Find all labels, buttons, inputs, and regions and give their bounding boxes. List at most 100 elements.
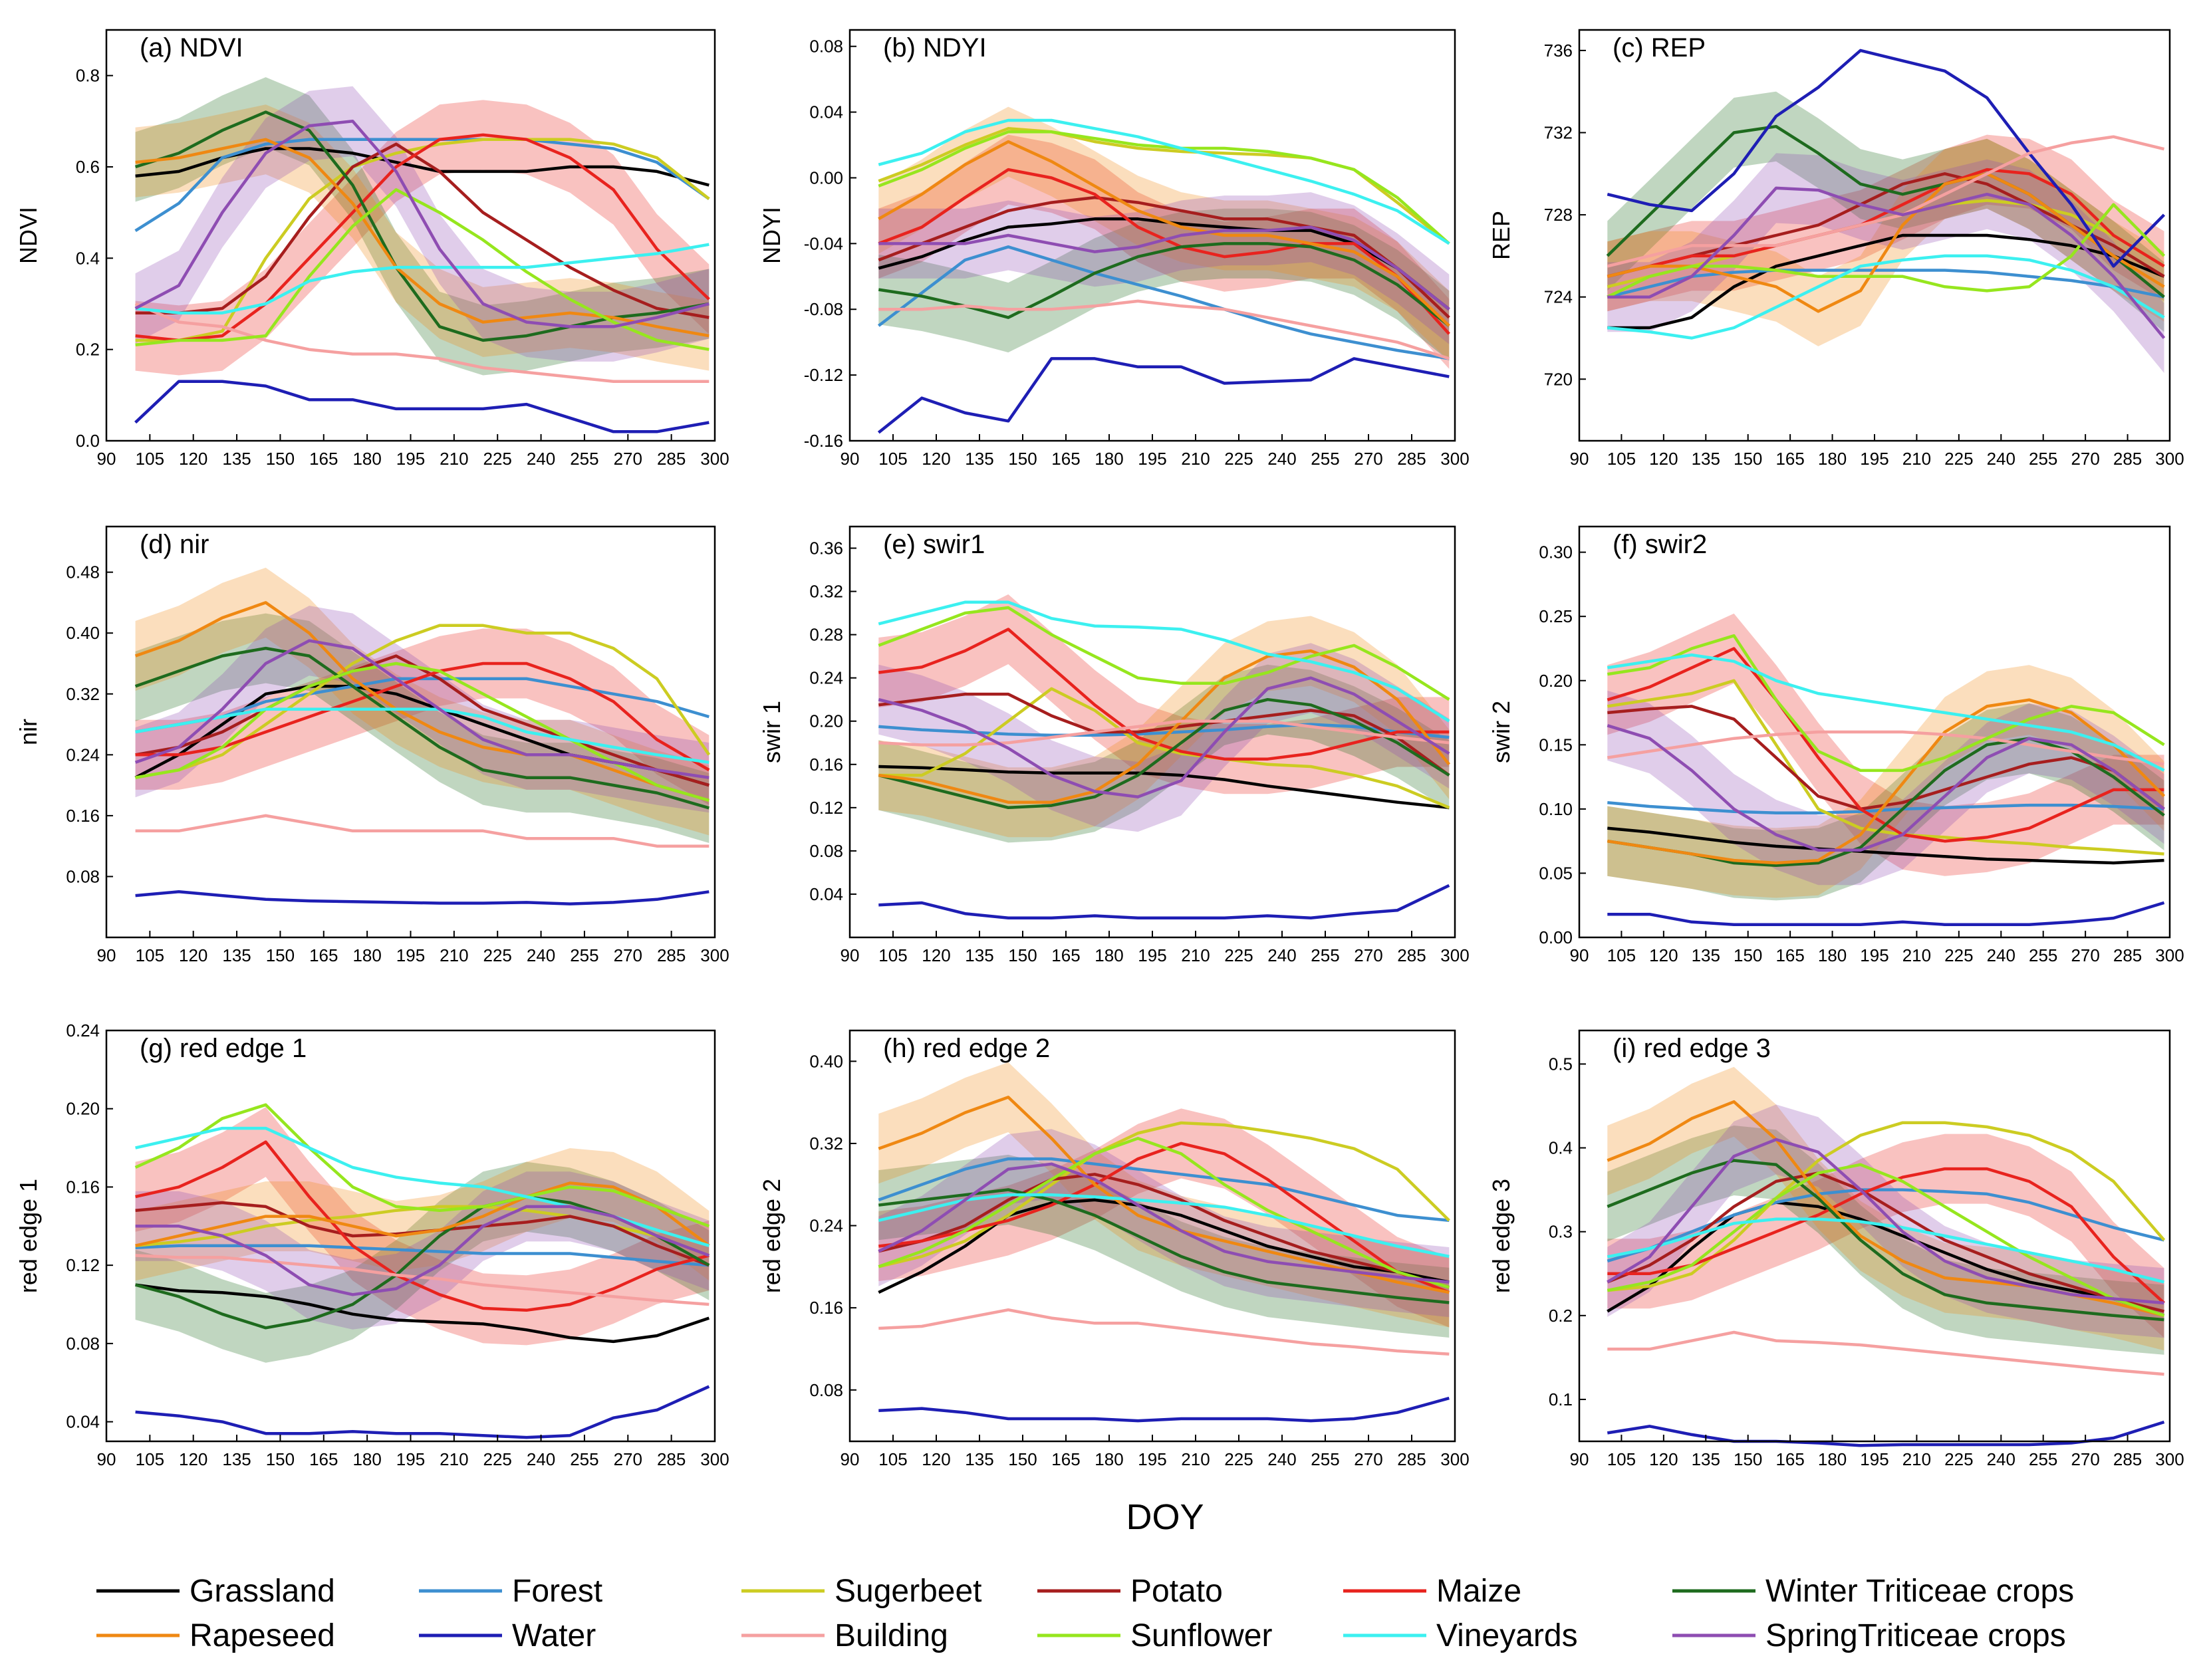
x-tick-label: 150 xyxy=(1734,945,1762,965)
series-line-springtriticeae-crops xyxy=(135,1205,710,1296)
panel-title: (i) red edge 3 xyxy=(1613,1034,1771,1063)
x-tick-label: 210 xyxy=(1181,449,1210,469)
series-line-rapeseed xyxy=(878,649,1451,804)
y-tick-label: 0.40 xyxy=(809,1051,843,1071)
x-tick-label: 165 xyxy=(1775,449,1804,469)
x-tick-label: 255 xyxy=(570,945,598,965)
series-line-grassland xyxy=(878,1198,1450,1294)
legend-label: Water xyxy=(512,1618,596,1653)
uncertainty-band xyxy=(135,86,710,362)
y-tick-label: 0.32 xyxy=(66,684,100,704)
x-tick-label: 270 xyxy=(614,449,642,469)
x-tick-label: 270 xyxy=(2071,1449,2099,1469)
x-tick-label: 240 xyxy=(1267,1449,1296,1469)
uncertainty-band xyxy=(135,104,710,371)
y-tick-label: -0.16 xyxy=(804,431,843,451)
y-tick-label: 0.2 xyxy=(1549,1306,1573,1326)
uncertainty-band xyxy=(878,616,1450,838)
x-tick-label: 195 xyxy=(1860,945,1888,965)
y-tick-label: 0.16 xyxy=(66,806,100,826)
series-line-vineyards xyxy=(1607,254,2165,340)
series-line-building xyxy=(878,299,1450,360)
x-tick-label: 225 xyxy=(1224,449,1253,469)
x-tick-label: 180 xyxy=(352,449,381,469)
y-tick-label: 0.28 xyxy=(809,625,843,645)
y-tick-label: 0.08 xyxy=(809,37,843,57)
series-line-water xyxy=(878,884,1450,919)
y-tick-label: 0.3 xyxy=(1549,1222,1573,1242)
x-tick-label: 210 xyxy=(440,1449,468,1469)
x-tick-label: 90 xyxy=(841,945,860,965)
y-tick-label: 0.48 xyxy=(66,562,100,582)
x-tick-label: 240 xyxy=(1987,945,2015,965)
y-tick-label: 0.1 xyxy=(1549,1389,1573,1409)
x-tick-label: 135 xyxy=(965,449,993,469)
y-tick-label: 0.6 xyxy=(76,157,100,177)
x-tick-label: 270 xyxy=(1354,1449,1382,1469)
x-tick-label: 180 xyxy=(1095,449,1123,469)
uncertainty-band xyxy=(1607,1126,2164,1355)
x-tick-label: 150 xyxy=(1008,449,1037,469)
series-line-forest xyxy=(134,138,710,233)
uncertainty-band xyxy=(1607,665,2164,898)
y-tick-label: 0.24 xyxy=(809,668,843,688)
series-line-forest xyxy=(1607,269,2164,299)
legend: Grassland Forest Sugerbeet Potato Maize Winte… xyxy=(96,1574,2074,1653)
x-tick-label: 135 xyxy=(1692,1449,1720,1469)
legend-label: Sugerbeet xyxy=(835,1574,982,1609)
x-tick-label: 255 xyxy=(1311,1449,1339,1469)
x-tick-label: 285 xyxy=(657,945,686,965)
x-tick-label: 150 xyxy=(1734,449,1762,469)
y-tick-label: 0.10 xyxy=(1539,799,1573,819)
series-line-sugerbeet xyxy=(135,624,711,779)
series-line-rapeseed xyxy=(878,140,1450,327)
x-tick-label: 300 xyxy=(1440,1449,1469,1469)
x-tick-label: 165 xyxy=(309,945,338,965)
legend-label: SpringTriticeae crops xyxy=(1765,1618,2066,1653)
x-tick-label: 105 xyxy=(878,449,907,469)
x-tick-label: 210 xyxy=(1902,449,1931,469)
y-tick-label: 0.20 xyxy=(1539,671,1573,691)
y-axis-label: red edge 3 xyxy=(1488,1179,1515,1293)
x-tick-label: 135 xyxy=(1692,449,1720,469)
x-tick-label: 105 xyxy=(136,1449,164,1469)
y-axis-label: NDVI xyxy=(15,207,42,264)
series-line-sugerbeet xyxy=(878,1121,1450,1268)
y-tick-label: 0.20 xyxy=(66,1099,100,1119)
x-tick-label: 195 xyxy=(1138,945,1166,965)
x-tick-label: 135 xyxy=(1692,945,1720,965)
x-tick-label: 210 xyxy=(1181,945,1210,965)
chart-panel: 90 105 120 135 150 165 180 195 210 225 240 255 270 28… xyxy=(1488,29,2184,469)
panel-title: (e) swir1 xyxy=(883,530,985,559)
y-tick-label: 728 xyxy=(1544,205,1573,225)
series-line-sugerbeet xyxy=(878,687,1450,809)
x-tick-label: 270 xyxy=(614,945,642,965)
x-tick-label: 180 xyxy=(1818,449,1847,469)
y-tick-label: 0.12 xyxy=(66,1255,100,1275)
series-line-potato xyxy=(878,195,1450,319)
x-tick-label: 135 xyxy=(222,449,251,469)
series-line-forest xyxy=(135,1244,710,1267)
y-tick-label: 732 xyxy=(1544,123,1573,143)
x-tick-label: 255 xyxy=(2029,1449,2057,1469)
x-tick-label: 285 xyxy=(2113,449,2142,469)
series-line-maize xyxy=(135,661,710,772)
series-line-building xyxy=(134,302,710,383)
y-tick-label: 0.8 xyxy=(76,66,100,86)
panel-title: (f) swir2 xyxy=(1613,530,1707,559)
x-tick-label: 150 xyxy=(266,1449,295,1469)
x-tick-label: 240 xyxy=(527,449,555,469)
series-line-sunflower xyxy=(878,1136,1450,1289)
x-tick-label: 270 xyxy=(2071,449,2099,469)
x-tick-label: 300 xyxy=(2155,945,2184,965)
x-tick-label: 255 xyxy=(570,449,598,469)
x-tick-label: 285 xyxy=(2113,945,2142,965)
chart-panel: 90 105 120 135 150 165 180 195 210 225 240 255 270 28… xyxy=(758,1029,1470,1469)
series-line-grassland xyxy=(878,765,1450,810)
panel-title: (a) NDVI xyxy=(140,33,243,62)
x-tick-label: 90 xyxy=(1570,449,1589,469)
uncertainty-band xyxy=(135,1161,710,1363)
y-tick-label: 0.16 xyxy=(66,1177,100,1197)
x-tick-label: 105 xyxy=(136,449,164,469)
series-line-springtriticeae-crops xyxy=(134,639,710,779)
